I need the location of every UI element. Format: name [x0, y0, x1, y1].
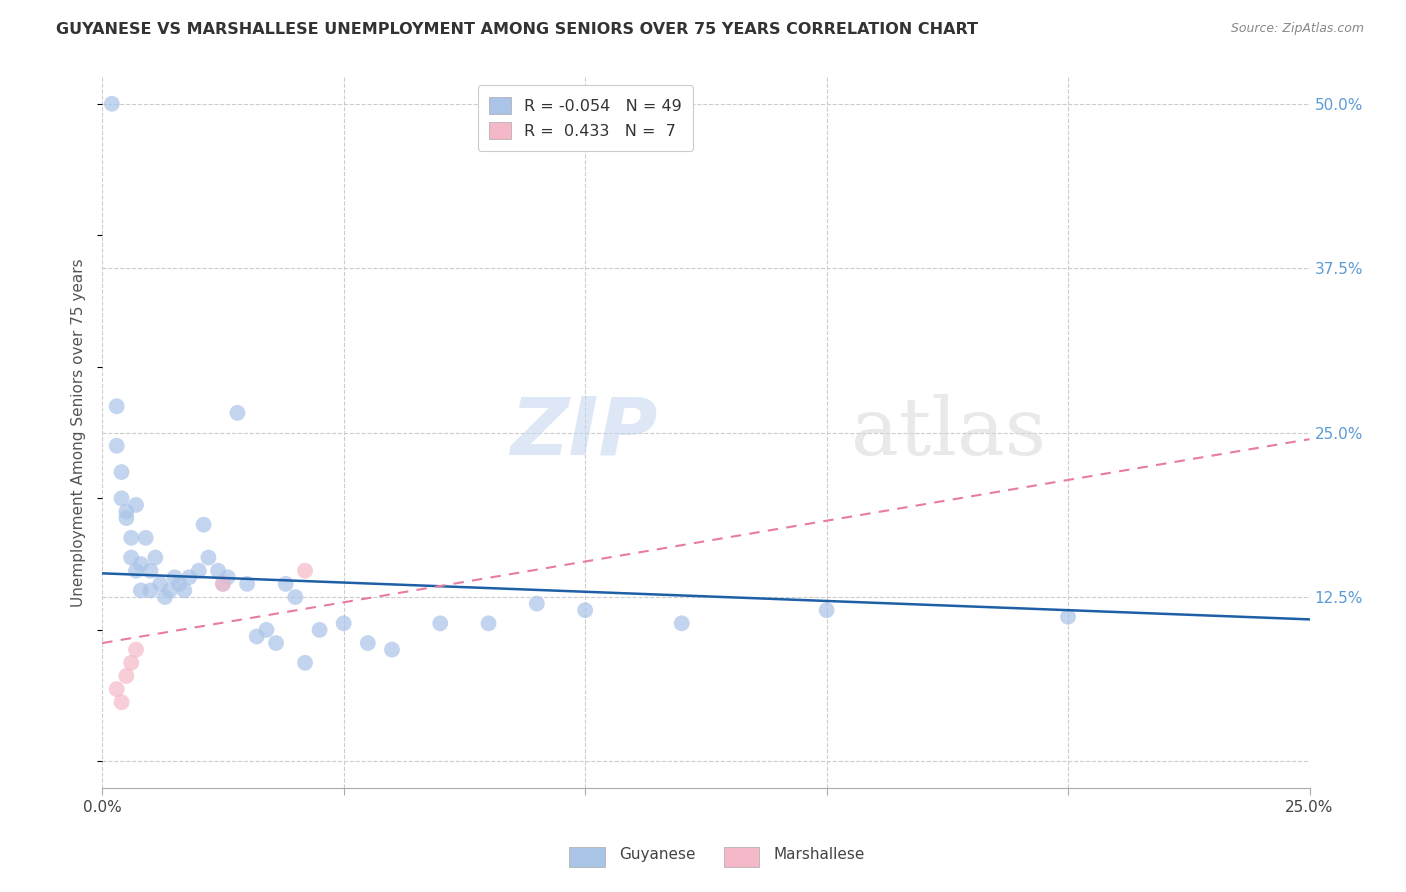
Text: Source: ZipAtlas.com: Source: ZipAtlas.com	[1230, 22, 1364, 36]
Point	[139, 564, 162, 578]
Point	[1057, 609, 1080, 624]
Point	[120, 550, 142, 565]
Point	[526, 597, 548, 611]
Point	[308, 623, 330, 637]
Point	[226, 406, 249, 420]
Point	[115, 511, 138, 525]
Point	[815, 603, 838, 617]
Point	[236, 577, 259, 591]
Legend: R = -0.054   N = 49, R =  0.433   N =  7: R = -0.054 N = 49, R = 0.433 N = 7	[478, 86, 693, 151]
Point	[129, 557, 152, 571]
Point	[179, 570, 201, 584]
Point	[139, 583, 162, 598]
Point	[125, 642, 148, 657]
Text: Marshallese: Marshallese	[773, 847, 865, 862]
Text: GUYANESE VS MARSHALLESE UNEMPLOYMENT AMONG SENIORS OVER 75 YEARS CORRELATION CHA: GUYANESE VS MARSHALLESE UNEMPLOYMENT AMO…	[56, 22, 979, 37]
Point	[110, 491, 132, 506]
Point	[115, 669, 138, 683]
Point	[212, 577, 235, 591]
Point	[477, 616, 499, 631]
Point	[159, 583, 181, 598]
Point	[110, 695, 132, 709]
Point	[120, 531, 142, 545]
Point	[125, 564, 148, 578]
Point	[357, 636, 380, 650]
Point	[153, 590, 176, 604]
Point	[254, 623, 277, 637]
Text: atlas: atlas	[851, 393, 1046, 472]
Point	[574, 603, 596, 617]
Point	[246, 630, 269, 644]
Point	[207, 564, 229, 578]
Point	[274, 577, 297, 591]
Point	[125, 498, 148, 512]
Point	[197, 550, 219, 565]
Point	[284, 590, 307, 604]
Point	[187, 564, 209, 578]
Point	[173, 583, 195, 598]
Point	[294, 564, 316, 578]
Point	[163, 570, 186, 584]
Point	[135, 531, 157, 545]
Text: Guyanese: Guyanese	[619, 847, 695, 862]
Point	[332, 616, 354, 631]
Point	[129, 583, 152, 598]
Point	[120, 656, 142, 670]
Point	[149, 577, 172, 591]
Text: ZIP: ZIP	[510, 393, 658, 472]
Point	[429, 616, 451, 631]
Point	[143, 550, 166, 565]
Point	[294, 656, 316, 670]
Point	[101, 96, 124, 111]
Y-axis label: Unemployment Among Seniors over 75 years: Unemployment Among Seniors over 75 years	[72, 259, 86, 607]
Point	[105, 682, 128, 697]
Point	[193, 517, 215, 532]
Point	[217, 570, 239, 584]
Point	[115, 504, 138, 518]
Point	[105, 399, 128, 413]
Point	[381, 642, 404, 657]
Point	[671, 616, 693, 631]
Point	[105, 439, 128, 453]
Point	[212, 577, 235, 591]
Point	[264, 636, 287, 650]
Point	[110, 465, 132, 479]
Point	[169, 577, 191, 591]
